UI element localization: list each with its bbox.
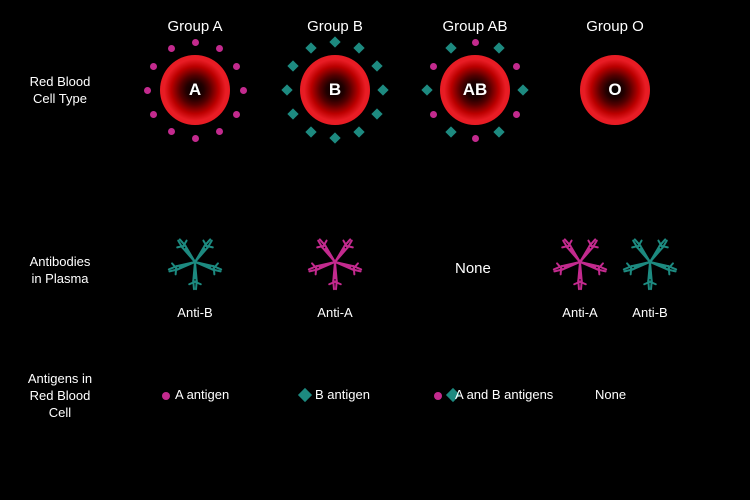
group-label: Group A [125,18,265,35]
antigen-label: A antigen [175,387,295,402]
antibody-pentamer [610,222,690,302]
antibody-label: Anti-B [615,305,685,320]
antibody-label: Anti-A [545,305,615,320]
antigen-label: None [595,387,715,402]
cell-letter: B [320,80,350,100]
antibody-label: Anti-A [265,305,405,320]
antibody-pentamer [155,222,235,302]
antigen-label: A and B antigens [455,387,575,402]
cell-letter: A [180,80,210,100]
antibody-label: Anti-B [125,305,265,320]
antigen-label: B antigen [315,387,435,402]
row-label: Antigens inRed BloodCell [10,371,110,422]
group-label: Group O [545,18,685,35]
group-label: Group AB [405,18,545,35]
antibody-pentamer [540,222,620,302]
cell-letter: AB [460,80,490,100]
row-label: Antibodiesin Plasma [10,254,110,288]
cell-letter: O [600,80,630,100]
group-label: Group B [265,18,405,35]
antibody-pentamer [295,222,375,302]
row-label: Red BloodCell Type [10,74,110,108]
antibody-none-label: None [455,260,491,277]
